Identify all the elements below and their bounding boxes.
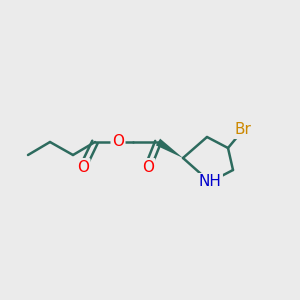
- Text: O: O: [112, 134, 124, 149]
- Text: Br: Br: [235, 122, 251, 137]
- Polygon shape: [156, 139, 183, 158]
- Text: O: O: [77, 160, 89, 175]
- Text: O: O: [142, 160, 154, 175]
- Text: NH: NH: [199, 175, 221, 190]
